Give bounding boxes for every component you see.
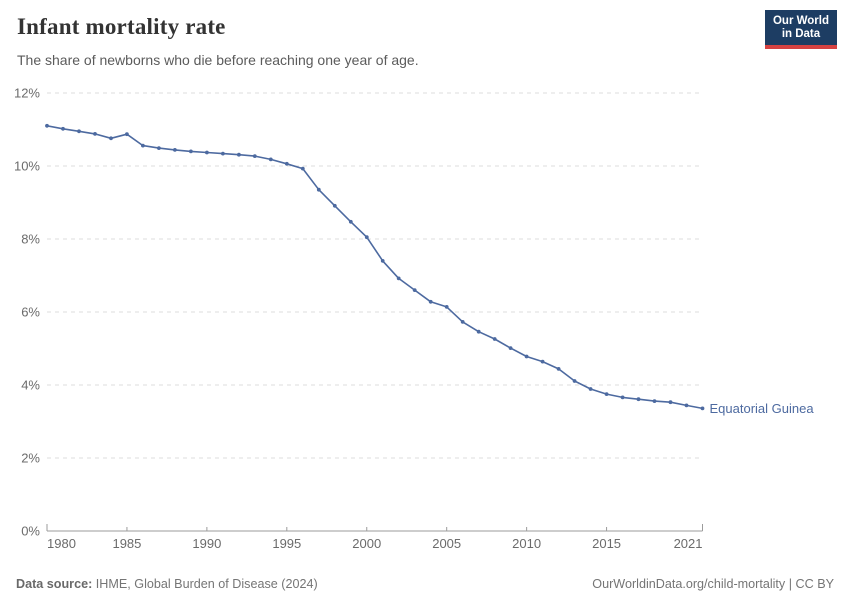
data-point (668, 400, 673, 405)
y-tick-label: 8% (21, 232, 40, 247)
data-point (141, 143, 145, 148)
x-tick-label: 2000 (352, 536, 381, 551)
chart-subtitle: The share of newborns who die before rea… (17, 52, 419, 68)
data-point (316, 187, 321, 192)
data-point (524, 354, 529, 359)
y-tick-label: 4% (21, 378, 40, 393)
owid-logo[interactable]: Our World in Data (764, 10, 837, 49)
data-source: Data source: IHME, Global Burden of Dise… (16, 577, 318, 591)
x-tick-label: 2015 (592, 536, 621, 551)
data-point (476, 329, 481, 334)
data-point (364, 235, 369, 240)
data-point (252, 154, 257, 159)
data-point (77, 129, 81, 134)
data-point (396, 276, 401, 281)
data-point (540, 359, 545, 364)
x-tick-label: 1995 (272, 536, 301, 551)
y-tick-label: 2% (21, 451, 40, 466)
y-tick-label: 12% (14, 86, 40, 101)
data-point (652, 399, 657, 403)
data-point (492, 337, 497, 341)
data-point (508, 346, 513, 350)
series-label: Equatorial Guinea (710, 401, 815, 416)
data-point (556, 367, 561, 371)
page-title: Infant mortality rate (17, 14, 226, 39)
data-point (332, 203, 337, 208)
data-point (189, 149, 193, 154)
data-point (45, 123, 49, 128)
chart-footer: Data source: IHME, Global Burden of Dise… (16, 577, 834, 591)
x-tick-label: 1985 (112, 536, 141, 551)
data-point (572, 379, 577, 383)
data-source-text: IHME, Global Burden of Disease (2024) (92, 577, 318, 591)
data-point (412, 288, 417, 292)
data-point (604, 392, 609, 396)
data-point (268, 157, 273, 162)
x-tick-label: 2021 (674, 536, 703, 551)
y-tick-label: 0% (21, 524, 40, 539)
data-point (237, 152, 241, 157)
data-point (460, 320, 465, 324)
owid-logo-line2: in Data (781, 28, 821, 40)
y-tick-label: 10% (14, 159, 40, 174)
owid-logo-line1: Our World (772, 15, 829, 27)
x-tick-label: 2010 (512, 536, 541, 551)
x-tick-label: 1980 (47, 536, 76, 551)
data-point (205, 150, 209, 155)
data-point (300, 166, 305, 171)
credit-link[interactable]: OurWorldinData.org/child-mortality | CC … (592, 577, 834, 591)
data-source-label: Data source: (16, 577, 93, 591)
data-point (109, 136, 113, 141)
data-point (93, 132, 97, 136)
data-point (380, 259, 385, 263)
x-tick-label: 2005 (432, 536, 461, 551)
data-point (61, 126, 65, 131)
data-point (428, 299, 433, 304)
data-point (444, 305, 449, 309)
data-point (700, 406, 705, 411)
data-line (46, 125, 703, 410)
data-point (348, 219, 353, 224)
data-point (221, 151, 225, 156)
data-point (157, 146, 161, 151)
data-point (636, 397, 641, 402)
data-point (125, 132, 129, 137)
x-tick-label: 1990 (192, 536, 221, 551)
data-point (284, 161, 289, 166)
data-point (684, 403, 689, 408)
data-point (588, 387, 593, 391)
data-point (173, 148, 177, 152)
y-tick-label: 6% (21, 305, 40, 320)
data-point (620, 395, 625, 400)
